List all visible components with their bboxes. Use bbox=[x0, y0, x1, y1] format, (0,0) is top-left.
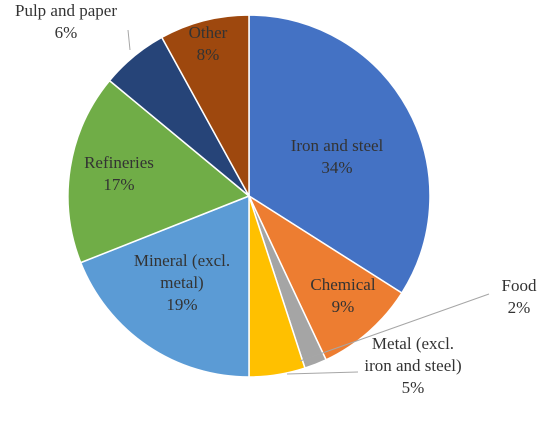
data-label-category: Pulp and paper bbox=[15, 1, 117, 20]
data-label-percent: 2% bbox=[508, 298, 531, 317]
pie-slice-refineries bbox=[67, 79, 251, 264]
pie-slice-mineral-excl-metal bbox=[79, 194, 250, 378]
data-label-metal-excl-iron-and-steel: Metal (excl. iron and steel) 5% bbox=[364, 334, 461, 397]
data-label-pulp-and-paper: Pulp and paper 6% bbox=[15, 1, 117, 42]
data-label-category: metal) bbox=[160, 273, 203, 292]
data-label-category: Chemical bbox=[310, 275, 375, 294]
pie-slice-other bbox=[160, 14, 250, 197]
data-label-percent: 19% bbox=[166, 295, 197, 314]
leader-line-pulp-and-paper bbox=[127, 29, 131, 51]
pie-slice-chemical bbox=[247, 193, 403, 361]
data-label-category: iron and steel) bbox=[364, 356, 461, 375]
data-label-other: Other 8% bbox=[189, 23, 228, 64]
data-label-category: Other bbox=[189, 23, 228, 42]
data-label-category: Iron and steel bbox=[291, 136, 384, 155]
data-label-percent: 8% bbox=[197, 45, 220, 64]
data-label-category: Food bbox=[502, 276, 537, 295]
data-label-category: Metal (excl. bbox=[372, 334, 454, 353]
data-label-category: Refineries bbox=[84, 153, 154, 172]
leader-line-food bbox=[299, 293, 490, 362]
data-label-iron-and-steel: Iron and steel 34% bbox=[291, 136, 384, 177]
data-label-category: Mineral (excl. bbox=[134, 251, 230, 270]
pie-slice-iron-and-steel bbox=[248, 14, 431, 295]
leader-lines-layer bbox=[127, 29, 490, 375]
data-label-percent: 5% bbox=[402, 378, 425, 397]
data-label-mineral-excl-metal: Mineral (excl. metal) 19% bbox=[134, 251, 230, 314]
data-label-percent: 9% bbox=[332, 297, 355, 316]
slices-layer bbox=[67, 14, 431, 378]
data-label-percent: 17% bbox=[103, 175, 134, 194]
data-labels-layer: Iron and steel 34% Chemical 9% Food 2% Metal (… bbox=[15, 1, 537, 397]
leader-line-metal-excl-iron-and-steel bbox=[286, 371, 359, 375]
data-label-chemical: Chemical 9% bbox=[310, 275, 375, 316]
data-label-refineries: Refineries 17% bbox=[84, 153, 154, 194]
data-label-percent: 6% bbox=[55, 23, 78, 42]
data-label-percent: 34% bbox=[321, 158, 352, 177]
data-label-food: Food 2% bbox=[502, 276, 537, 317]
